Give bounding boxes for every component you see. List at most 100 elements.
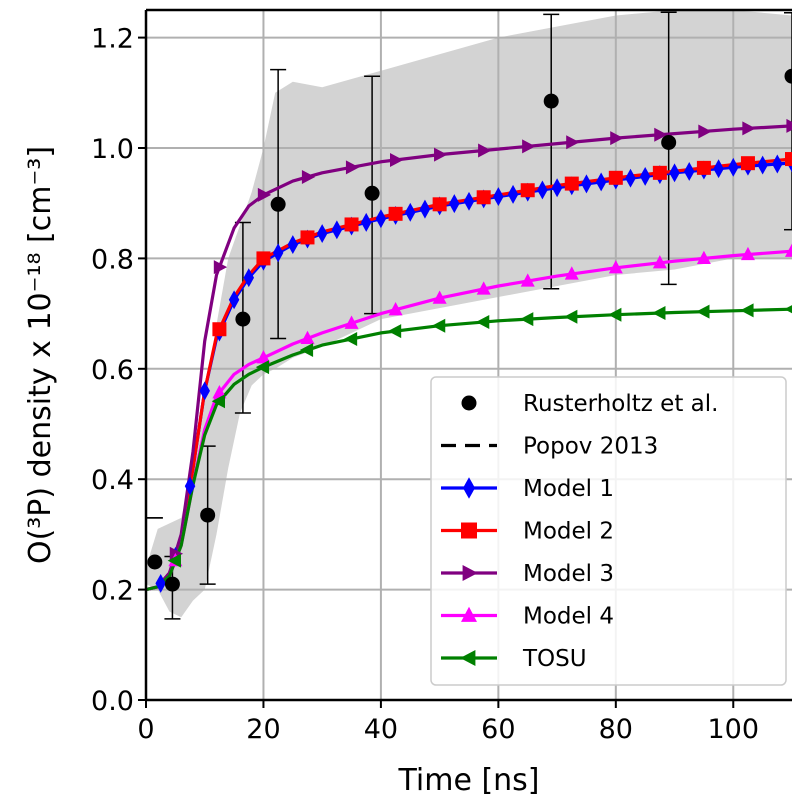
series-marker (786, 118, 792, 133)
series-marker (625, 168, 636, 188)
series-marker (785, 152, 792, 167)
series-marker (212, 322, 227, 337)
series-marker (387, 324, 402, 339)
series-marker (272, 243, 284, 263)
series-marker (493, 187, 504, 207)
series-marker (405, 202, 416, 222)
y-tick-label: 0.4 (91, 465, 134, 496)
legend-entries: Rusterholtz et al. Popov 2013 Model 1 Model… (441, 391, 718, 672)
series-marker (243, 268, 255, 288)
series-marker (375, 209, 387, 229)
series-marker (256, 251, 271, 266)
series-marker (478, 143, 492, 158)
legend-marker (461, 606, 477, 622)
series-marker (167, 553, 181, 568)
measurement-point (147, 554, 163, 570)
y-tick-label: 1.0 (91, 134, 134, 165)
series-marker (255, 360, 270, 375)
series-marker (299, 343, 314, 358)
series-marker (432, 197, 447, 212)
series-marker (652, 255, 667, 269)
series-marker (652, 306, 666, 321)
y-tick-label: 0.6 (91, 355, 134, 386)
series-marker (728, 157, 739, 177)
y-tick-label: 1.2 (91, 24, 134, 55)
series-line (146, 307, 792, 592)
series-marker (520, 312, 534, 327)
tick-label-layer: 0 20 40 60 80 100 0.0 0.2 0.4 0.6 0.8 1.0 1.2 (91, 24, 759, 745)
measurement-point (200, 507, 216, 523)
series-marker (211, 394, 226, 409)
legend-marker (460, 650, 476, 666)
series-marker (389, 153, 404, 168)
series-marker (507, 184, 519, 204)
uncertainty-band-layer (146, 10, 792, 618)
y-tick-label: 0.2 (91, 576, 134, 607)
series-marker (740, 303, 754, 318)
series-marker (713, 159, 724, 179)
legend-box (430, 376, 787, 686)
series-marker (155, 573, 166, 593)
series-marker (537, 180, 548, 200)
series-marker (652, 165, 667, 180)
x-tick-label: 60 (481, 714, 515, 745)
series-marker (213, 260, 228, 275)
series-marker (300, 230, 315, 245)
series-marker (654, 127, 668, 142)
series-marker (228, 290, 240, 310)
series-marker (608, 170, 623, 185)
measurement-point (543, 93, 559, 109)
series-marker (343, 331, 358, 346)
series-marker (551, 178, 563, 198)
series-marker (287, 235, 299, 255)
x-axis-label: Time [ns] (397, 763, 539, 798)
series-marker (388, 206, 403, 221)
series-marker (344, 217, 359, 232)
series-marker (257, 187, 272, 202)
uncertainty-band (146, 10, 792, 618)
series-marker (345, 160, 360, 175)
measurement-point (784, 68, 792, 84)
series-marker (566, 135, 580, 150)
series-marker (475, 315, 490, 330)
measurement-point (164, 576, 180, 592)
series-marker (419, 199, 431, 219)
series-marker (449, 194, 460, 214)
x-tick-label: 40 (364, 714, 398, 745)
series-marker (316, 224, 328, 244)
legend-label: TOSU (522, 646, 587, 672)
axes-layer (144, 8, 792, 702)
series-marker (757, 155, 768, 175)
x-tick-label: 20 (246, 714, 280, 745)
series-marker (610, 131, 624, 146)
series-marker (331, 220, 343, 240)
series-marker (785, 243, 792, 257)
series-marker (476, 190, 491, 205)
series-marker (564, 176, 579, 191)
series-marker (564, 309, 578, 324)
legend-label: Model 3 (523, 561, 614, 587)
x-tick-label: 0 (137, 714, 154, 745)
series-marker (608, 260, 623, 274)
series-marker (476, 281, 491, 295)
y-tick-label: 0.0 (91, 686, 134, 717)
legend-label: Popov 2013 (523, 434, 658, 460)
legend-label: Model 2 (523, 519, 614, 545)
series-marker (696, 160, 711, 175)
series-marker (360, 212, 372, 232)
series-marker (740, 246, 755, 261)
legend-marker (463, 477, 475, 499)
series-marker (740, 156, 755, 171)
series-marker (463, 191, 475, 211)
series-marker (434, 147, 448, 162)
series-marker (772, 154, 783, 174)
marker-layer (147, 68, 792, 593)
series-marker (564, 266, 579, 280)
x-tick-label: 100 (707, 714, 759, 745)
legend-label: Model 1 (523, 476, 614, 502)
legend-marker (461, 395, 477, 411)
series-marker (696, 250, 711, 264)
series-marker (212, 385, 227, 399)
measurement-point (270, 196, 286, 212)
series-marker (344, 315, 359, 329)
